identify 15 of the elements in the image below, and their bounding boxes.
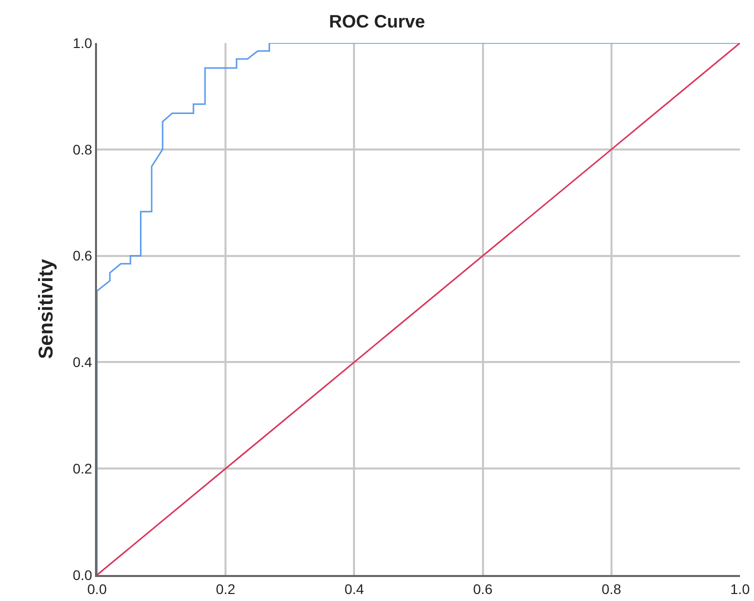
x-tick-label: 1.0 (730, 580, 750, 597)
x-tick-label: 0.2 (216, 580, 236, 597)
y-tick-label: 0.2 (72, 460, 92, 476)
chart-title: ROC Curve (328, 12, 426, 32)
y-tick-label: 0.6 (72, 248, 92, 264)
y-axis-title: Sensitivity (36, 258, 58, 360)
x-tick-label: 0.8 (602, 580, 622, 597)
y-tick-label: 0.8 (72, 141, 92, 158)
x-tick-label: 0.0 (87, 580, 107, 597)
line-series (97, 43, 740, 575)
y-tick-label: 1.0 (72, 34, 92, 51)
y-tick-label: 0.4 (72, 354, 92, 370)
x-tick-label: 0.4 (344, 580, 364, 597)
x-tick-label: 0.6 (473, 580, 493, 597)
y-tick-label: 0.0 (72, 566, 92, 583)
